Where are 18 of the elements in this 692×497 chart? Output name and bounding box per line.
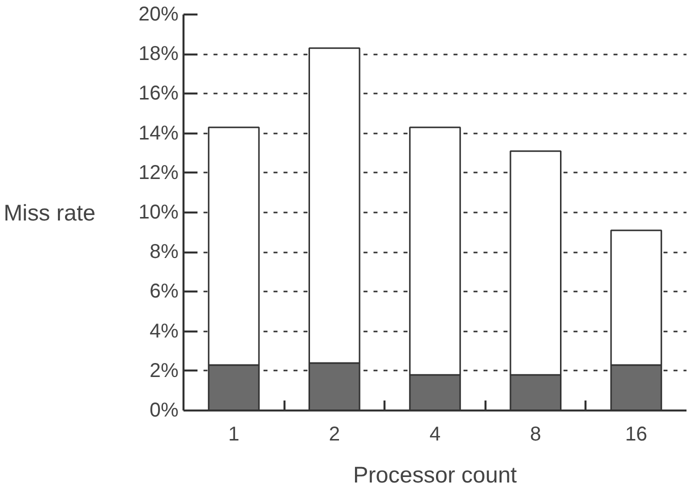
y-tick-label: 18%	[138, 43, 179, 66]
y-tick-label: 0%	[150, 400, 179, 422]
y-axis-title: Miss rate	[4, 200, 96, 226]
x-tick-label: 8	[530, 424, 542, 446]
y-tick-label: 6%	[150, 280, 179, 303]
y-tick-label: 14%	[138, 122, 179, 144]
x-tick-label: 1	[228, 424, 240, 446]
y-tick-label: 4%	[150, 320, 179, 342]
x-tick-label: 2	[328, 424, 340, 446]
x-axis-title: Processor count	[353, 462, 518, 488]
x-tick-label: 16	[625, 424, 648, 446]
y-tick-label: 20%	[138, 4, 179, 26]
y-tick-label: 12%	[138, 162, 179, 184]
y-tick-label: 10%	[138, 202, 179, 224]
y-tick-label: 8%	[150, 241, 179, 264]
x-tick-label: 4	[429, 424, 441, 446]
y-tick-label: 2%	[150, 360, 179, 382]
y-tick-label: 16%	[138, 82, 179, 105]
